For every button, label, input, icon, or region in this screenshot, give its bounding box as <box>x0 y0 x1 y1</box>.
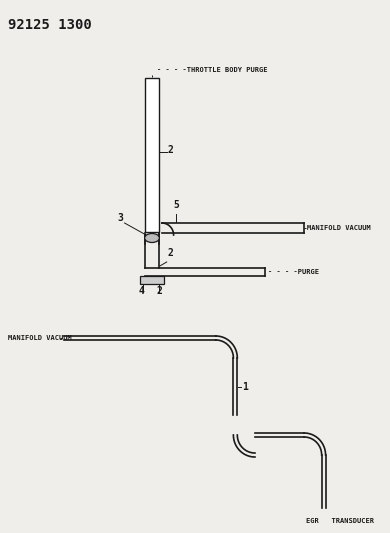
Text: 92125 1300: 92125 1300 <box>8 18 92 32</box>
Text: MANIFOLD VACUUM: MANIFOLD VACUUM <box>307 225 370 231</box>
Text: 3: 3 <box>118 213 124 223</box>
Text: - - - -THROTTLE BODY PURGE: - - - -THROTTLE BODY PURGE <box>157 67 268 73</box>
Text: 2: 2 <box>168 248 174 258</box>
Text: 4: 4 <box>138 286 144 296</box>
Text: MANIFOLD VACUUM: MANIFOLD VACUUM <box>8 335 72 341</box>
Text: - - - -PURGE: - - - -PURGE <box>268 269 319 275</box>
Text: 1: 1 <box>242 382 248 392</box>
Ellipse shape <box>145 233 160 243</box>
Bar <box>145 78 159 232</box>
Text: 2: 2 <box>168 145 174 155</box>
Text: 2: 2 <box>157 286 163 296</box>
Text: EGR   TRANSDUCER: EGR TRANSDUCER <box>306 518 374 524</box>
Text: 5: 5 <box>174 200 179 210</box>
Bar <box>140 276 164 284</box>
